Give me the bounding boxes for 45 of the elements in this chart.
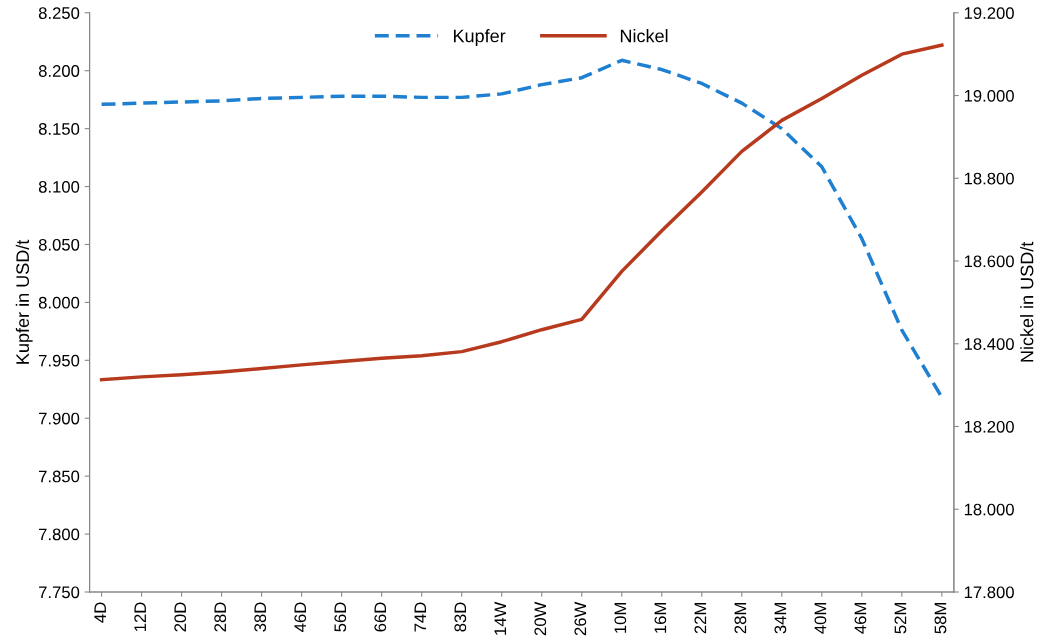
- x-tick-label: 40M: [814, 603, 827, 634]
- legend-label: Nickel: [620, 29, 668, 43]
- x-tick-label: 4D: [94, 602, 106, 623]
- x-tick-label: 12D: [134, 602, 146, 632]
- x-tick-label: 28D: [214, 602, 227, 632]
- x-tick-label: 83D: [454, 602, 467, 632]
- x-tick-label: 22M: [694, 603, 707, 634]
- x-tick-label: 20D: [174, 602, 187, 632]
- y-tick-label: 7.950: [39, 354, 80, 367]
- y2-tick-label: 17.800: [964, 586, 1014, 599]
- x-tick-label: 16M: [654, 603, 667, 633]
- y-tick-label: 8.250: [38, 7, 80, 19]
- y-tick-label: 7.750: [39, 586, 80, 599]
- x-tick-label: 74D: [414, 602, 427, 632]
- y-tick-label: 8.050: [38, 238, 80, 251]
- x-tick-label: 58M: [934, 603, 947, 634]
- y2-axis-title: Nickel in USD/t: [1020, 241, 1034, 362]
- y2-tick-label: 18.800: [964, 172, 1014, 185]
- y-tick-label: 8.000: [38, 296, 80, 309]
- y-tick-label: 8.150: [38, 123, 80, 135]
- x-tick-label: 66D: [374, 602, 387, 632]
- y-tick-label: 8.100: [38, 180, 80, 193]
- x-tick-label: 14W: [494, 601, 507, 635]
- x-tick-label: 46M: [854, 603, 867, 634]
- y-axis-title: Kupfer in USD/t: [15, 239, 33, 364]
- y-tick-label: 7.800: [39, 528, 80, 541]
- x-tick-label: 10M: [614, 603, 627, 633]
- y2-tick-label: 18.400: [964, 338, 1014, 350]
- y2-tick-label: 18.200: [964, 420, 1014, 433]
- x-tick-label: 56D: [334, 602, 347, 632]
- y-tick-label: 7.900: [39, 412, 80, 425]
- x-tick-label: 34M: [774, 603, 787, 634]
- x-tick-label: 26W: [574, 601, 587, 636]
- y2-tick-label: 18.000: [964, 503, 1014, 516]
- x-tick-label: 52M: [894, 603, 907, 634]
- y2-tick-label: 19.200: [964, 7, 1014, 19]
- x-tick-label: 46D: [294, 602, 307, 632]
- y-tick-label: 8.200: [38, 65, 80, 77]
- legend-label: Kupfer: [453, 29, 506, 46]
- y-tick-label: 7.850: [39, 470, 80, 483]
- x-tick-label: 20W: [534, 601, 547, 636]
- x-tick-label: 38D: [254, 602, 267, 632]
- x-tick-label: 28M: [734, 603, 747, 634]
- y2-tick-label: 19.000: [964, 89, 1014, 102]
- y2-tick-label: 18.600: [964, 255, 1014, 268]
